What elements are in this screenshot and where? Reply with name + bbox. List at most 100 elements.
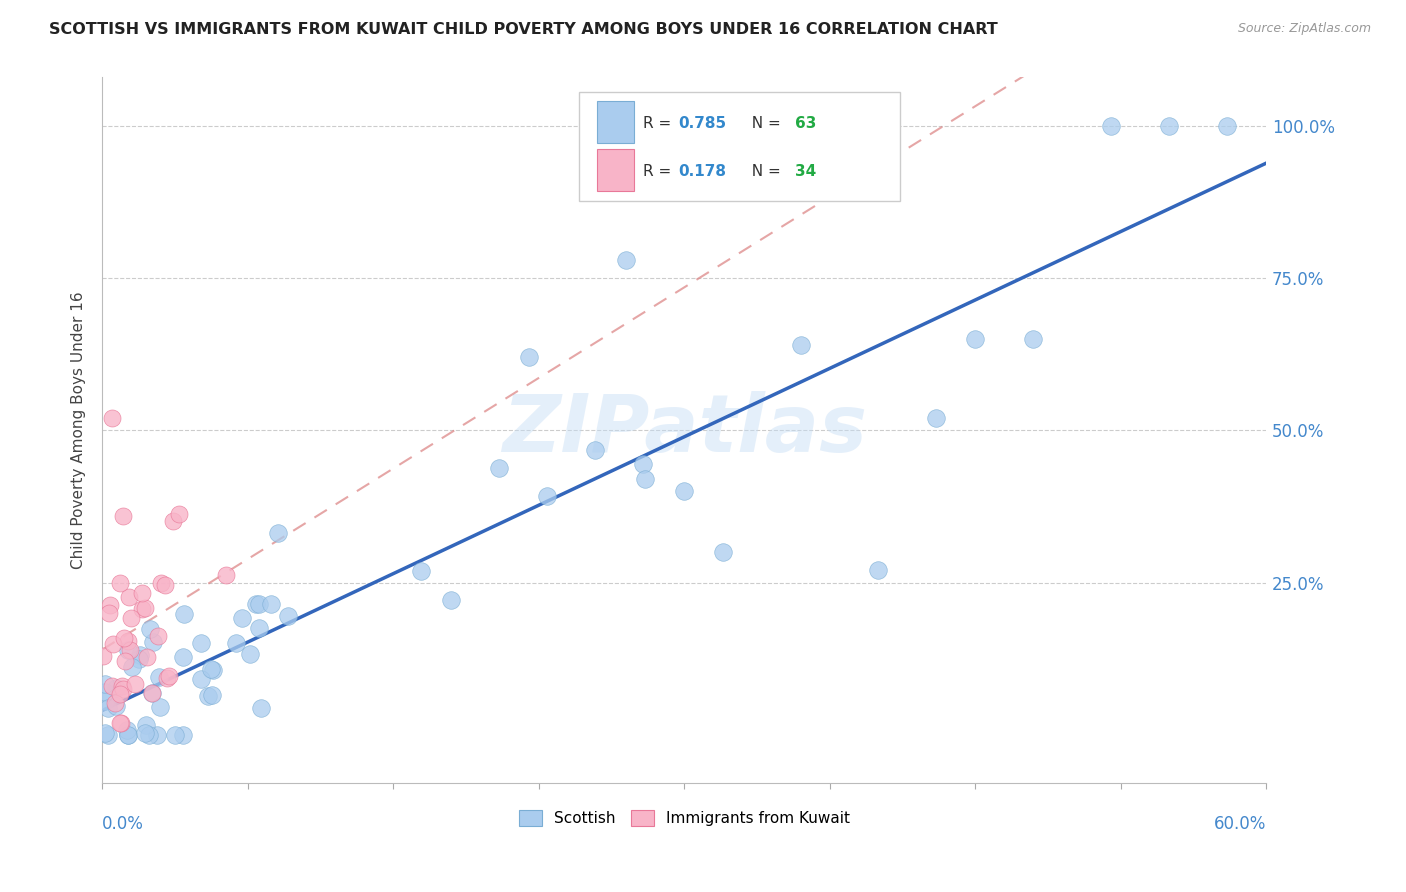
- Point: [124, 677, 146, 691]
- FancyBboxPatch shape: [598, 101, 634, 143]
- Text: 0.178: 0.178: [678, 164, 727, 179]
- Point: [868, 564, 890, 578]
- Point: [101, 679, 124, 693]
- Point: [231, 611, 253, 625]
- Point: [172, 650, 194, 665]
- Y-axis label: Child Poverty Among Boys Under 16: Child Poverty Among Boys Under 16: [72, 292, 86, 569]
- Text: ZIPatlas: ZIPatlas: [502, 392, 866, 469]
- Point: [139, 623, 162, 637]
- Point: [103, 637, 125, 651]
- Point: [105, 681, 128, 696]
- Point: [250, 701, 273, 715]
- Point: [197, 690, 219, 704]
- Point: [94, 726, 117, 740]
- Point: [108, 576, 131, 591]
- Point: [169, 508, 191, 522]
- Point: [112, 631, 135, 645]
- Point: [148, 629, 170, 643]
- Point: [149, 575, 172, 590]
- Point: [965, 332, 987, 346]
- Point: [1159, 119, 1181, 133]
- Point: [925, 411, 948, 425]
- Point: [153, 578, 176, 592]
- Text: 60.0%: 60.0%: [1213, 815, 1267, 833]
- Point: [108, 715, 131, 730]
- Point: [96, 701, 118, 715]
- Point: [614, 253, 637, 268]
- Point: [105, 698, 128, 713]
- Point: [440, 593, 463, 607]
- FancyBboxPatch shape: [598, 149, 634, 191]
- Point: [1216, 119, 1239, 133]
- Point: [118, 590, 141, 604]
- Point: [128, 648, 150, 662]
- Point: [94, 694, 117, 708]
- Text: N =: N =: [742, 164, 786, 179]
- Point: [101, 411, 124, 425]
- Point: [1022, 332, 1045, 346]
- Point: [93, 677, 115, 691]
- Point: [114, 654, 136, 668]
- Point: [245, 597, 267, 611]
- Point: [711, 545, 734, 559]
- Point: [239, 647, 262, 661]
- Point: [789, 338, 811, 352]
- Text: R =: R =: [644, 116, 676, 131]
- Point: [112, 509, 135, 524]
- Point: [148, 670, 170, 684]
- Point: [104, 696, 127, 710]
- FancyBboxPatch shape: [579, 92, 900, 201]
- Point: [172, 728, 194, 742]
- Text: Source: ZipAtlas.com: Source: ZipAtlas.com: [1237, 22, 1371, 36]
- Point: [267, 526, 290, 541]
- Point: [247, 597, 270, 611]
- Point: [135, 718, 157, 732]
- Point: [202, 663, 225, 677]
- Point: [118, 643, 141, 657]
- Point: [149, 699, 172, 714]
- Point: [108, 687, 131, 701]
- Point: [110, 715, 132, 730]
- Point: [634, 472, 657, 486]
- Point: [488, 460, 510, 475]
- Text: N =: N =: [742, 116, 786, 131]
- Point: [97, 728, 120, 742]
- Point: [201, 688, 224, 702]
- Point: [115, 723, 138, 737]
- Text: SCOTTISH VS IMMIGRANTS FROM KUWAIT CHILD POVERTY AMONG BOYS UNDER 16 CORRELATION: SCOTTISH VS IMMIGRANTS FROM KUWAIT CHILD…: [49, 22, 998, 37]
- Point: [215, 568, 238, 582]
- Point: [117, 728, 139, 742]
- Point: [583, 442, 606, 457]
- Point: [117, 643, 139, 657]
- Point: [200, 662, 222, 676]
- Point: [517, 351, 540, 365]
- Point: [134, 726, 156, 740]
- Text: 34: 34: [794, 164, 815, 179]
- Point: [94, 685, 117, 699]
- Point: [117, 728, 139, 742]
- Point: [173, 607, 195, 621]
- Point: [190, 636, 212, 650]
- Point: [97, 607, 120, 621]
- Text: R =: R =: [644, 164, 676, 179]
- Text: 0.0%: 0.0%: [103, 815, 143, 833]
- Point: [91, 649, 114, 664]
- Point: [134, 601, 156, 615]
- Point: [120, 611, 142, 625]
- Point: [117, 634, 139, 648]
- Point: [128, 652, 150, 666]
- Point: [142, 634, 165, 648]
- Point: [110, 679, 132, 693]
- Point: [1099, 119, 1122, 133]
- Point: [165, 728, 187, 742]
- Point: [247, 621, 270, 635]
- Point: [131, 586, 153, 600]
- Point: [190, 672, 212, 686]
- Point: [156, 671, 179, 685]
- Point: [141, 686, 163, 700]
- Point: [631, 457, 654, 471]
- Point: [409, 565, 432, 579]
- Point: [146, 728, 169, 742]
- Point: [260, 597, 283, 611]
- Text: 0.785: 0.785: [678, 116, 727, 131]
